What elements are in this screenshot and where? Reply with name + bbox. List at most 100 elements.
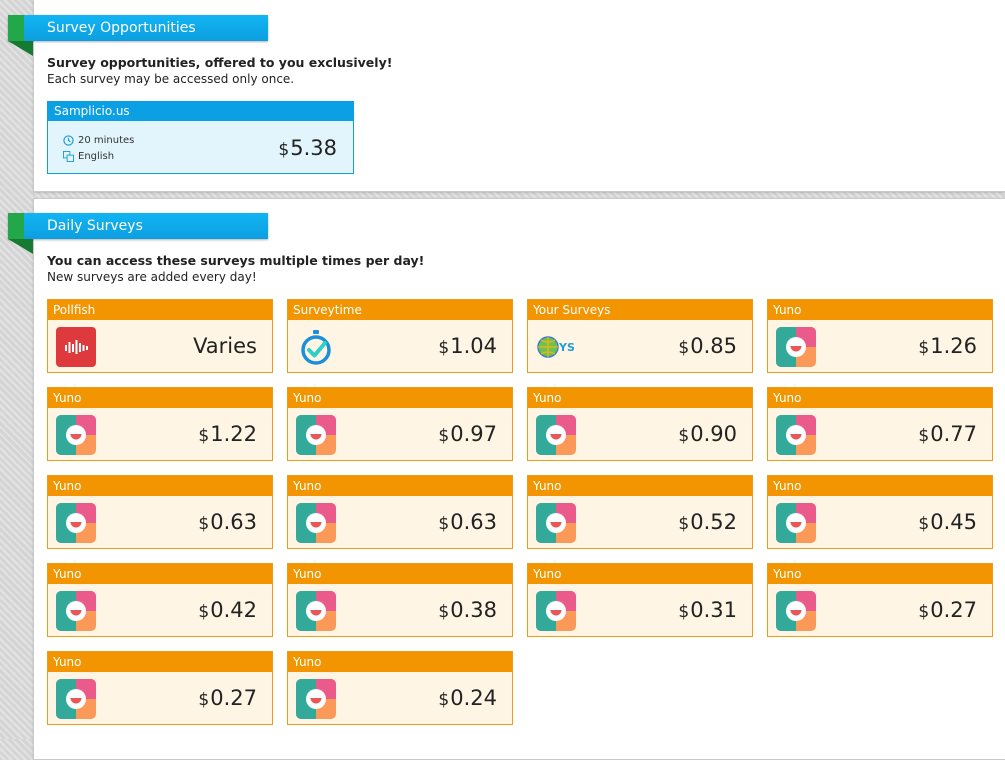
price-amount: 1.22	[210, 422, 257, 446]
daily-surveys-subheading: New surveys are added every day!	[47, 270, 257, 284]
daily-survey-card[interactable]: Yuno $0.63	[287, 475, 513, 549]
survey-provider-label: Yuno	[288, 476, 512, 496]
featured-survey-provider: Samplicio.us	[48, 102, 353, 121]
survey-price: $0.85	[678, 334, 737, 358]
price-amount: 0.63	[210, 510, 257, 534]
daily-survey-card[interactable]: Yuno $0.31	[527, 563, 753, 637]
daily-survey-card[interactable]: Yuno $0.24	[287, 651, 513, 725]
yuno-logo	[296, 679, 336, 719]
yuno-logo	[296, 503, 336, 543]
price-amount: 0.38	[450, 598, 497, 622]
currency-symbol: $	[918, 602, 930, 622]
pollfish-logo	[56, 327, 96, 367]
daily-survey-card[interactable]: Yuno $0.90	[527, 387, 753, 461]
survey-opportunities-heading: Survey opportunities, offered to you exc…	[47, 55, 393, 70]
survey-price: $1.04	[438, 334, 497, 358]
survey-price: $0.24	[438, 686, 497, 710]
yuno-logo	[56, 591, 96, 631]
survey-provider-label: Yuno	[528, 476, 752, 496]
survey-provider-label: Yuno	[48, 652, 272, 672]
daily-survey-card[interactable]: Yuno $0.42	[47, 563, 273, 637]
survey-price: $0.38	[438, 598, 497, 622]
clock-icon	[63, 135, 74, 146]
currency-symbol: $	[198, 690, 210, 710]
survey-price: $0.27	[918, 598, 977, 622]
currency-symbol: $	[198, 426, 210, 446]
daily-survey-card[interactable]: Yuno $0.27	[47, 651, 273, 725]
survey-provider-label: Your Surveys	[528, 300, 752, 320]
survey-provider-label: Pollfish	[48, 300, 272, 320]
price-amount: 0.42	[210, 598, 257, 622]
daily-survey-card[interactable]: Yuno $0.38	[287, 563, 513, 637]
survey-opportunities-ribbon: Survey Opportunities	[8, 15, 268, 56]
currency-symbol: $	[438, 338, 450, 358]
survey-provider-label: Yuno	[288, 652, 512, 672]
daily-survey-card[interactable]: Yuno $0.97	[287, 387, 513, 461]
survey-provider-label: Yuno	[768, 476, 992, 496]
price-amount: 0.52	[690, 510, 737, 534]
survey-provider-label: Yuno	[48, 476, 272, 496]
survey-price: $0.52	[678, 510, 737, 534]
survey-price: $0.42	[198, 598, 257, 622]
survey-provider-label: Surveytime	[288, 300, 512, 320]
survey-provider-label: Yuno	[288, 564, 512, 584]
surveytime-logo	[296, 327, 336, 367]
daily-survey-card[interactable]: Yuno $0.27	[767, 563, 993, 637]
price-amount: 5.38	[290, 136, 337, 160]
yuno-logo	[56, 679, 96, 719]
currency-symbol: $	[678, 338, 690, 358]
featured-survey-language-label: English	[78, 151, 115, 162]
daily-surveys-title: Daily Surveys	[47, 218, 143, 234]
svg-text:YS: YS	[558, 341, 575, 354]
daily-survey-card[interactable]: Yuno $0.77	[767, 387, 993, 461]
daily-survey-card[interactable]: Yuno $1.22	[47, 387, 273, 461]
currency-symbol: $	[918, 338, 930, 358]
yuno-logo	[776, 415, 816, 455]
currency-symbol: $	[198, 602, 210, 622]
survey-provider-label: Yuno	[48, 564, 272, 584]
daily-survey-card[interactable]: Yuno $0.45	[767, 475, 993, 549]
currency-symbol: $	[918, 514, 930, 534]
currency-symbol: $	[438, 690, 450, 710]
currency-symbol: $	[678, 426, 690, 446]
featured-survey-card[interactable]: Samplicio.us 20 minutes English $5.38	[47, 101, 354, 174]
survey-provider-label: Yuno	[528, 564, 752, 584]
daily-survey-card[interactable]: Pollfish Varies	[47, 299, 273, 373]
yuno-logo	[536, 591, 576, 631]
survey-price: $0.63	[198, 510, 257, 534]
currency-symbol: $	[438, 514, 450, 534]
price-amount: 0.97	[450, 422, 497, 446]
daily-survey-card[interactable]: Yuno $0.52	[527, 475, 753, 549]
currency-symbol: $	[918, 426, 930, 446]
survey-price: $1.22	[198, 422, 257, 446]
yuno-logo	[776, 591, 816, 631]
yuno-logo	[296, 591, 336, 631]
yuno-logo	[296, 415, 336, 455]
featured-survey-language: English	[63, 151, 114, 162]
price-amount: 1.04	[450, 334, 497, 358]
survey-price: $0.77	[918, 422, 977, 446]
survey-opportunities-subheading: Each survey may be accessed only once.	[47, 72, 295, 86]
featured-survey-duration: 20 minutes	[63, 135, 134, 146]
price-amount: 0.90	[690, 422, 737, 446]
survey-price: $0.45	[918, 510, 977, 534]
price-amount: 0.31	[690, 598, 737, 622]
featured-survey-price: $5.38	[278, 136, 337, 160]
survey-provider-label: Yuno	[288, 388, 512, 408]
yuno-logo	[776, 327, 816, 367]
yuno-logo	[56, 503, 96, 543]
currency-symbol: $	[438, 602, 450, 622]
daily-survey-card[interactable]: Surveytime $1.04	[287, 299, 513, 373]
daily-survey-card[interactable]: Yuno $0.63	[47, 475, 273, 549]
price-amount: Varies	[193, 334, 257, 358]
daily-surveys-heading: You can access these surveys multiple ti…	[47, 253, 425, 268]
survey-price: $0.27	[198, 686, 257, 710]
daily-surveys-ribbon: Daily Surveys	[8, 213, 268, 254]
featured-survey-duration-label: 20 minutes	[78, 135, 135, 146]
daily-survey-card[interactable]: Your Surveys YS $0.85	[527, 299, 753, 373]
survey-provider-label: Yuno	[528, 388, 752, 408]
currency-symbol: $	[678, 602, 690, 622]
survey-provider-label: Yuno	[768, 300, 992, 320]
survey-provider-label: Yuno	[768, 388, 992, 408]
daily-survey-card[interactable]: Yuno $1.26	[767, 299, 993, 373]
